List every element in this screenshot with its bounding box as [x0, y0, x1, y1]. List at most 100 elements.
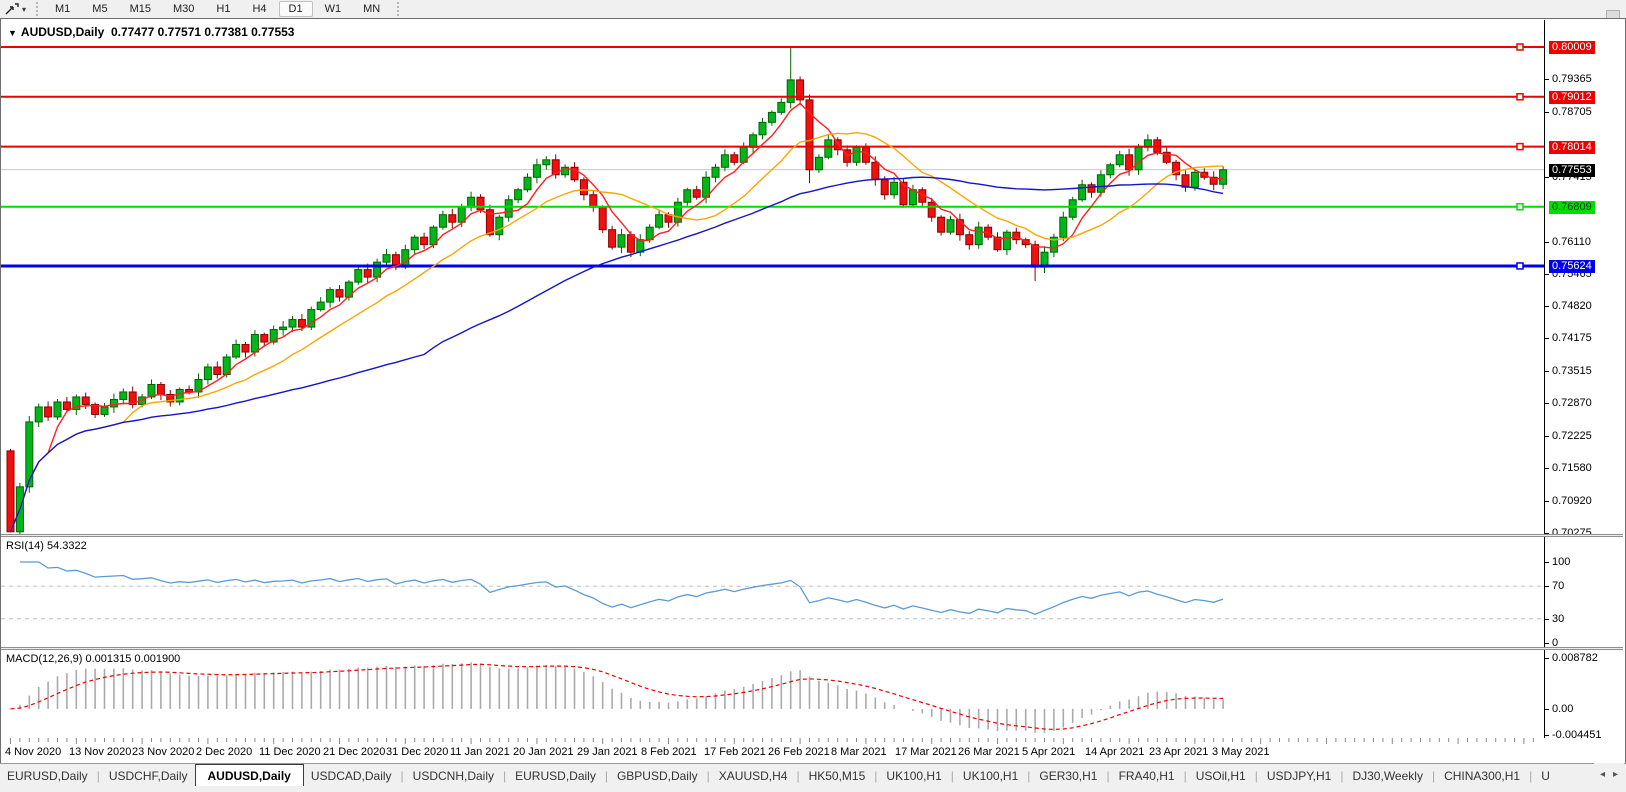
price-axis-label: 0.73515	[1552, 365, 1592, 377]
tab-separator: |	[503, 768, 507, 783]
date-axis[interactable]: 4 Nov 2020 13 Nov 2020 23 Nov 2020 2 Dec 20…	[1, 738, 1623, 762]
timeframe-button-m1[interactable]: M1	[55, 3, 71, 15]
macd-axis-label: 0.008782	[1552, 652, 1598, 664]
timeframe-buttons: M1 M5 M15 M30 H1 H4 D1 W1 MN	[44, 0, 391, 18]
tab-scroll-left-icon[interactable]: ◂	[1599, 769, 1605, 780]
chart-tab-ger30-h1[interactable]: GER30,H1	[1039, 768, 1098, 783]
collapse-triangle-icon[interactable]: ▼	[8, 28, 17, 38]
price-axis-label-tick	[1545, 79, 1549, 80]
tab-separator: |	[796, 768, 800, 783]
date-ticks	[10, 738, 1534, 744]
chart-tab-gbpusd-daily[interactable]: GBPUSD,Daily	[616, 768, 698, 783]
date-axis-label: 5 Apr 2021	[1022, 746, 1076, 758]
rsi-axis-label: 70	[1552, 580, 1565, 592]
rsi-pane: RSI(14) 54.3322 100 70 30 0	[1, 537, 1624, 649]
macd-axis-label-tick	[1545, 709, 1549, 710]
chart-tab-u[interactable]: U	[1541, 768, 1550, 783]
tab-separator: |	[950, 768, 954, 783]
tab-separator: |	[1106, 768, 1110, 783]
rsi-axis-label-tick	[1545, 586, 1549, 587]
price-axis-label: 0.70920	[1552, 495, 1592, 507]
date-axis-label: 20 Jan 2021	[513, 746, 574, 758]
rsi-axis-label: 30	[1552, 613, 1565, 625]
tab-separator: |	[1340, 768, 1344, 783]
timeframe-button-h4[interactable]: H4	[252, 3, 267, 15]
crosshair-tool-icon[interactable]	[4, 2, 20, 16]
chart-tab-audusd-daily[interactable]: AUDUSD,Daily	[194, 764, 304, 787]
tab-separator: |	[1529, 768, 1533, 783]
timeframe-button-mn[interactable]: MN	[363, 3, 381, 15]
date-axis-label: 4 Nov 2020	[5, 746, 62, 758]
rsi-axis-label-tick	[1545, 619, 1549, 620]
chart-tab-eurusd-daily[interactable]: EURUSD,Daily	[7, 768, 88, 783]
chart-tab-usoil-h1[interactable]: USOil,H1	[1195, 768, 1246, 783]
date-axis-label: 17 Feb 2021	[704, 746, 766, 758]
chart-tool-group[interactable]: ▾	[0, 0, 30, 18]
rsi-label: RSI(14) 54.3322	[6, 540, 87, 552]
tab-scroll-right-icon[interactable]: ▸	[1612, 769, 1618, 780]
chart-tab-usdjpy-h1[interactable]: USDJPY,H1	[1266, 768, 1332, 783]
tab-separator: |	[706, 768, 710, 783]
timeframe-toolbar: ▾ M1 M5 M15 M30 H1 H4 D1 W1 MN	[0, 0, 1626, 20]
macd-plot[interactable]	[1, 650, 1544, 738]
chart-tab-china300-h1[interactable]: CHINA300,H1	[1444, 768, 1521, 783]
pane-splitter-1[interactable]	[1, 534, 1623, 537]
timeframe-button-d1[interactable]: D1	[278, 1, 313, 17]
chart-tab-eurusd-daily[interactable]: EURUSD,Daily	[515, 768, 596, 783]
date-axis-label: 11 Jan 2021	[450, 746, 510, 758]
price-axis-label: 0.72870	[1552, 397, 1592, 409]
main-chart-plot[interactable]	[1, 20, 1544, 534]
price-axis-label-tick	[1545, 371, 1549, 372]
price-axis-label-tick	[1545, 177, 1549, 178]
price-axis-label-tick	[1545, 274, 1549, 275]
pane-splitter-2[interactable]	[1, 647, 1623, 650]
price-axis-label-tick	[1545, 436, 1549, 437]
macd-values: 0.001315 0.001900	[85, 653, 181, 665]
timeframe-button-m15[interactable]: M15	[129, 3, 151, 15]
chart-tab-hk50-m15[interactable]: HK50,M15	[808, 768, 866, 783]
macd-axis[interactable]: 0.008782 0.00 -0.004451	[1544, 650, 1624, 741]
chevron-down-icon[interactable]: ▾	[22, 4, 27, 14]
chart-window: ▼ AUDUSD,Daily 0.77477 0.77571 0.77381 0.…	[0, 18, 1626, 765]
date-axis-label: 17 Mar 2021	[895, 746, 957, 758]
macd-axis-label-tick	[1545, 658, 1549, 659]
timeframe-button-m30[interactable]: M30	[172, 3, 195, 15]
price-axis-label: 0.74820	[1552, 300, 1592, 312]
price-axis-label: 0.79365	[1552, 73, 1592, 85]
price-axis-label: 0.76110	[1552, 236, 1591, 248]
price-axis-label-tick	[1545, 403, 1549, 404]
date-axis-label: 14 Apr 2021	[1085, 746, 1145, 758]
price-axis[interactable]: 0.79365 0.78705 0.77415 0.76110 0.75465 0.748…	[1544, 20, 1624, 539]
level-price-label: 0.78014	[1549, 141, 1595, 154]
current-price-label: 0.77553	[1549, 164, 1595, 177]
chart-tab-usdcad-daily[interactable]: USDCAD,Daily	[310, 768, 392, 783]
chart-tab-uk100-h1[interactable]: UK100,H1	[886, 768, 942, 783]
date-axis-label: 31 Dec 2020	[386, 746, 449, 758]
chart-tab-usdchf-daily[interactable]: USDCHF,Daily	[108, 768, 188, 783]
level-price-label: 0.80009	[1549, 41, 1595, 54]
rsi-axis-label-tick	[1545, 562, 1549, 563]
rsi-axis[interactable]: 100 70 30 0	[1544, 537, 1624, 649]
level-price-label: 0.79012	[1549, 91, 1595, 104]
price-axis-label: 0.72225	[1552, 430, 1592, 442]
rsi-plot[interactable]	[1, 537, 1544, 647]
chart-tab-usdcnh-daily[interactable]: USDCNH,Daily	[412, 768, 495, 783]
chart-tab-xauusd-h4[interactable]: XAUUSD,H4	[718, 768, 788, 783]
date-axis-label: 3 May 2021	[1212, 746, 1270, 758]
date-axis-label: 2 Dec 2020	[196, 746, 253, 758]
date-axis-label: 26 Mar 2021	[958, 746, 1020, 758]
status-strip	[0, 786, 1626, 792]
timeframe-button-m5[interactable]: M5	[92, 3, 108, 15]
date-axis-label: 8 Mar 2021	[831, 746, 887, 758]
timeframe-button-w1[interactable]: W1	[324, 3, 342, 15]
chart-tab-bar: EURUSD,Daily | USDCHF,Daily AUDUSD,Daily USD…	[0, 763, 1626, 787]
chart-tab-uk100-h1[interactable]: UK100,H1	[962, 768, 1019, 783]
macd-axis-label-tick	[1545, 735, 1549, 736]
date-axis-label: 11 Dec 2020	[259, 746, 321, 758]
timeframe-button-h1[interactable]: H1	[216, 3, 231, 15]
tab-separator: |	[400, 768, 404, 783]
chart-tab-fra40-h1[interactable]: FRA40,H1	[1118, 768, 1175, 783]
price-axis-label-tick	[1545, 533, 1549, 534]
chart-tab-dj30-weekly[interactable]: DJ30,Weekly	[1352, 768, 1423, 783]
